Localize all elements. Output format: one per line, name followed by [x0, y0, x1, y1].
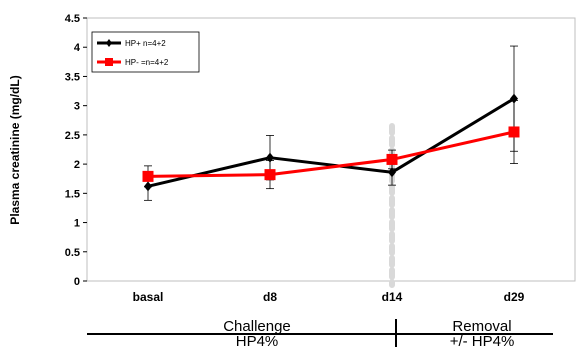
data-point — [508, 126, 520, 138]
y-tick-label: 1 — [74, 218, 80, 230]
data-point — [510, 93, 518, 104]
data-point — [142, 170, 154, 182]
challenge-detail-label: HP4% — [236, 333, 279, 347]
legend-marker — [106, 39, 112, 47]
y-tick-label: 3 — [74, 101, 80, 113]
series-line — [147, 97, 515, 188]
plot-frame — [86, 17, 576, 282]
data-point — [264, 169, 276, 181]
y-tick-label: 0 — [74, 276, 80, 288]
y-tick-label: 1.5 — [65, 188, 80, 200]
x-axis-categories: basal d8 d14 d29 — [133, 290, 525, 304]
data-point — [388, 167, 396, 178]
y-tick-label: 4 — [74, 42, 81, 54]
removal-label: Removal — [452, 318, 511, 335]
series-2 — [142, 100, 520, 190]
removal-detail-label: +/- HP4% — [450, 333, 515, 347]
series-layer — [142, 45, 520, 201]
data-point — [266, 152, 274, 163]
y-axis-label: Plasma creatinine (mg/dL) — [8, 75, 22, 224]
y-tick-label: 0.5 — [65, 247, 80, 259]
phase-annotation: Challenge HP4% Removal +/- HP4% — [87, 318, 553, 347]
challenge-label: Challenge — [223, 318, 291, 335]
x-tick-label: basal — [133, 290, 164, 304]
y-tick-label: 3.5 — [65, 71, 80, 83]
x-tick-label: d14 — [382, 290, 403, 304]
y-tick-label: 4.5 — [65, 13, 80, 25]
legend-label: HP- =n=4+2 — [125, 58, 169, 67]
y-tick-label: 2 — [74, 159, 80, 171]
legend-label: HP+ n=4+2 — [125, 39, 166, 48]
y-tick-label: 2.5 — [65, 130, 80, 142]
series-line — [147, 130, 515, 178]
legend-marker — [105, 58, 113, 66]
legend: HP+ n=4+2 HP- =n=4+2 — [91, 31, 200, 73]
series-1 — [144, 45, 518, 201]
y-axis-ticks: 0 0.5 1 1.5 2 2.5 3 3.5 4 4.5 — [65, 13, 87, 288]
x-tick-label: d8 — [263, 290, 277, 304]
data-point — [386, 153, 398, 165]
x-tick-label: d29 — [504, 290, 525, 304]
